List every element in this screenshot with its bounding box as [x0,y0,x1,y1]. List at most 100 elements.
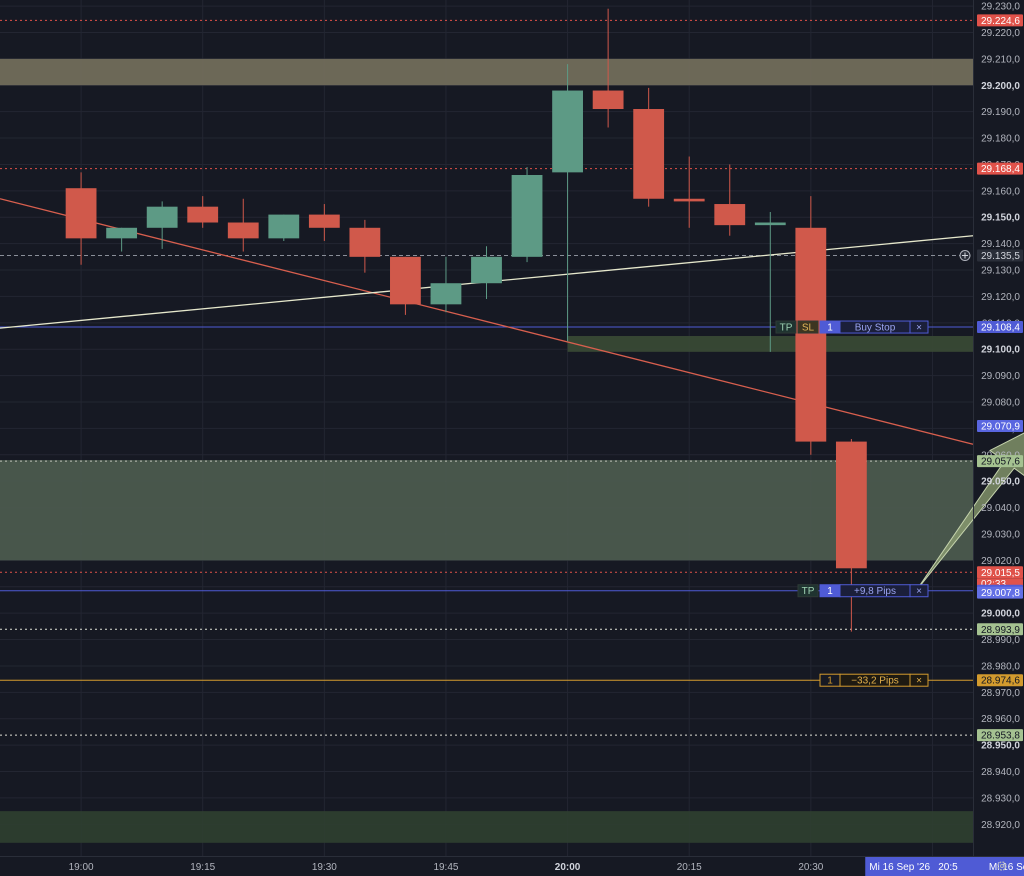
time-tick-label: 19:00 [69,862,94,873]
price-label-text: 29.108,4 [981,323,1020,334]
price-label-text: 29.224,6 [981,16,1020,27]
gear-icon-core [1000,864,1004,868]
price-zone[interactable] [0,460,973,561]
order-line[interactable]: SL TP 1 Buy Stop × [775,320,929,334]
price-tick-label: 29.000,0 [981,609,1020,620]
order-label-text: +9,8 Pips [854,586,896,597]
order-quantity-label: 1 [827,676,833,687]
price-tick-label: 28.920,0 [981,820,1020,831]
order-tag-label: TP [802,586,815,597]
order-label-text: −33,2 Pips [851,676,899,687]
order-line[interactable]: 1 −33,2 Pips × [819,673,929,687]
candle-body [390,256,421,305]
price-tick-label: 29.160,0 [981,186,1020,197]
price-tick-label: 28.990,0 [981,635,1020,646]
countdown-label: 02:33 [981,579,1006,590]
time-tick-label: 19:45 [433,862,458,873]
settings-button[interactable] [997,861,1007,871]
candle-body [65,188,97,239]
price-tick-label: 28.930,0 [981,793,1020,804]
order-quantity-label: 1 [827,586,833,597]
order-close-button[interactable] [909,320,929,334]
price-tick-label: 29.190,0 [981,107,1020,118]
order-tag-label: TP [780,323,793,334]
price-tick-label: 29.030,0 [981,529,1020,540]
candle-body [227,222,259,239]
time-tick-label: 20:15 [677,862,702,873]
price-label-text: 28.993,9 [981,625,1020,636]
price-label-box [977,321,1023,334]
time-range-highlight [865,857,1024,876]
price-label-text: 29.168,4 [981,164,1020,175]
time-tick-label: 19:30 [312,862,337,873]
order-tag-tp[interactable] [775,320,797,334]
order-close-button[interactable] [909,673,929,687]
price-tick-label: 29.210,0 [981,54,1020,65]
price-label-text: 29.015,5 [981,568,1020,579]
price-label-text: 28.953,8 [981,731,1020,742]
candle-body [795,227,827,442]
price-zone[interactable] [0,811,973,843]
candle-body [308,214,340,228]
order-layer[interactable]: SL TP 1 Buy Stop × TP 1 +9,8 Pips × 1 −33,2 Pips × [775,320,929,687]
order-quantity-label: 1 [827,323,833,334]
countdown-box [977,578,1023,590]
order-tag-sl[interactable] [797,320,819,334]
price-label-box [977,586,1023,599]
price-tick-label: 28.950,0 [981,741,1020,752]
price-tick-label: 29.080,0 [981,398,1020,409]
price-label-box [977,14,1023,27]
price-label-text: 29.057,6 [981,457,1020,468]
price-tick-label: 28.960,0 [981,714,1020,725]
time-label: Mi 16 Sep '26 [869,862,930,873]
price-tick-label: 29.200,0 [981,81,1020,92]
price-label-box [977,420,1023,433]
candle-body [714,204,746,226]
price-tick-label: 29.100,0 [981,345,1020,356]
price-tick-label: 29.050,0 [981,477,1020,488]
candle-body [430,283,462,305]
price-label-box [977,674,1023,687]
order-tag-label: SL [802,323,815,334]
candle-body [754,222,786,226]
price-zone[interactable] [0,58,973,86]
time-label: 20:5 [938,862,958,873]
price-tick-label: 28.940,0 [981,767,1020,778]
price-tick-label: 28.980,0 [981,661,1020,672]
price-tick-label: 29.150,0 [981,213,1020,224]
candle-body [511,175,543,257]
price-tick-label: 29.090,0 [981,371,1020,382]
price-label-box [977,566,1023,579]
price-tick-label: 28.970,0 [981,688,1020,699]
candle-body [349,227,381,257]
price-tick-label: 29.180,0 [981,134,1020,145]
close-icon: × [916,676,922,687]
candle-body [187,206,219,223]
price-tick-label: 29.140,0 [981,239,1020,250]
time-tick-label: 19:15 [190,862,215,873]
candle-body [592,90,624,110]
price-label-box [977,729,1023,742]
candle-body [471,256,502,284]
order-tag-tp[interactable] [797,584,819,598]
candle-body [835,441,867,569]
candle-body [268,214,300,239]
price-tick-label: 29.220,0 [981,28,1020,39]
price-label-box [977,162,1023,175]
close-icon: × [916,586,922,597]
time-tick-label: 20:00 [555,862,581,873]
price-tick-label: 29.120,0 [981,292,1020,303]
candle-layer [65,8,867,632]
price-label-text: 29.070,9 [981,422,1020,433]
price-label-box [977,455,1023,468]
candle-body [552,90,583,173]
order-label-text: Buy Stop [855,323,896,334]
order-close-button[interactable] [909,584,929,598]
order-line[interactable]: TP 1 +9,8 Pips × [797,584,929,598]
price-tick-label: 29.130,0 [981,266,1020,277]
price-label-text: 29.007,8 [981,588,1020,599]
time-tick-label: 20:30 [798,862,823,873]
candle-body [673,198,705,202]
